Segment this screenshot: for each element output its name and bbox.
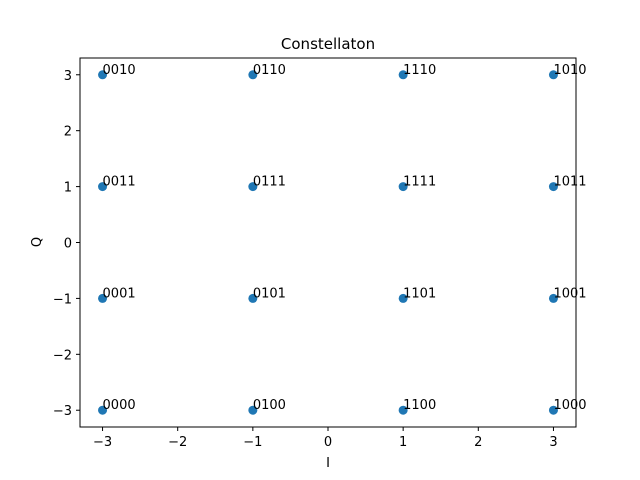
y-tick-label: −2 — [53, 348, 72, 363]
plot-frame — [79, 57, 577, 428]
data-point — [548, 293, 558, 303]
x-axis-label: I — [326, 456, 330, 471]
data-point — [398, 70, 408, 80]
point-label: 0100 — [253, 398, 286, 413]
point-label: 0101 — [253, 286, 286, 301]
point-label: 0000 — [103, 398, 136, 413]
point-label: 1101 — [403, 286, 436, 301]
chart-title: Constellaton — [281, 35, 375, 53]
data-point — [398, 182, 408, 192]
point-label: 0111 — [253, 175, 286, 190]
x-tick-label: −1 — [243, 435, 262, 450]
y-tick-label: −3 — [53, 404, 72, 419]
point-label: 0011 — [103, 175, 136, 190]
x-tick-label: 3 — [549, 435, 557, 450]
x-tick-label: 2 — [474, 435, 482, 450]
point-label: 1011 — [553, 175, 586, 190]
data-point — [248, 182, 258, 192]
point-label: 1001 — [553, 286, 586, 301]
x-axis: −3 −2 −1 0 1 2 3 — [93, 427, 558, 450]
x-tick-label: 1 — [399, 435, 407, 450]
y-axis-label: Q — [30, 237, 45, 247]
point-label: 0110 — [253, 63, 286, 78]
y-tick-label: 1 — [64, 181, 72, 196]
point-label: 1000 — [553, 398, 586, 413]
y-axis: −3 −2 −1 0 1 2 3 — [53, 69, 80, 419]
point-label: 1100 — [403, 398, 436, 413]
x-tick-label: 0 — [324, 435, 332, 450]
point-label: 0001 — [103, 286, 136, 301]
data-point — [248, 70, 258, 80]
data-point — [248, 405, 258, 415]
plot-area: 0000 0001 0010 0011 0100 0101 0110 0111 1000 1001… — [98, 63, 587, 415]
data-point — [548, 182, 558, 192]
x-tick-label: −2 — [168, 435, 187, 450]
data-point — [398, 405, 408, 415]
y-tick-label: 3 — [64, 69, 72, 84]
point-label: 1010 — [553, 63, 586, 78]
data-point — [98, 405, 108, 415]
y-tick-label: 0 — [64, 237, 72, 252]
y-tick-label: 2 — [64, 125, 72, 140]
data-point — [548, 405, 558, 415]
data-point — [98, 70, 108, 80]
data-point — [548, 70, 558, 80]
x-tick-label: −3 — [93, 435, 112, 450]
y-tick-label: −1 — [53, 292, 72, 307]
data-point — [98, 293, 108, 303]
point-label: 1111 — [403, 175, 436, 190]
point-label: 0010 — [103, 63, 136, 78]
data-point — [248, 293, 258, 303]
data-point — [398, 293, 408, 303]
data-point — [98, 182, 108, 192]
point-label: 1110 — [403, 63, 436, 78]
